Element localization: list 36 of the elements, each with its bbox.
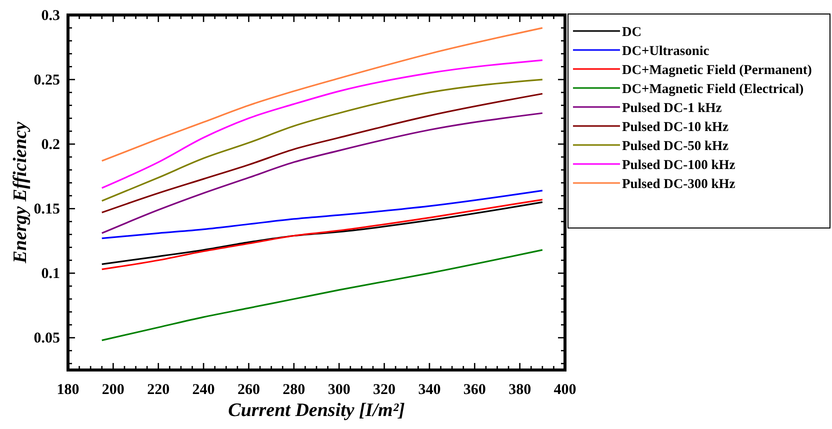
x-tick-label: 220 — [147, 382, 170, 398]
line-series — [101, 190, 544, 240]
line-series — [101, 249, 544, 342]
line-series — [101, 59, 544, 189]
y-tick-label: 0.05 — [34, 330, 60, 347]
legend-label: Pulsed DC-50 kHz — [622, 138, 729, 153]
legend-label: Pulsed DC-10 kHz — [622, 119, 729, 134]
x-tick-label: 240 — [192, 382, 215, 398]
y-tick-label: 0.25 — [34, 72, 60, 89]
y-tick-label: 0.1 — [41, 266, 60, 282]
x-tick-label: 360 — [463, 382, 486, 398]
y-axis-title: Energy Efficiency — [10, 121, 31, 264]
legend-label: DC — [622, 24, 642, 39]
y-tick-label: 0.2 — [41, 137, 60, 154]
x-tick-label: 280 — [282, 382, 306, 398]
legend-label: DC+Ultrasonic — [622, 43, 710, 58]
y-tick-label: 0.3 — [41, 8, 60, 24]
legend-label: Pulsed DC-1 kHz — [622, 100, 722, 115]
x-tick-label: 260 — [237, 382, 260, 398]
x-tick-label: 400 — [554, 382, 576, 398]
legend-label: Pulsed DC-100 kHz — [622, 157, 736, 172]
x-tick-label: 320 — [373, 382, 396, 398]
y-tick-label: 0.15 — [34, 202, 60, 218]
line-series — [101, 78, 544, 202]
x-tick-label: 200 — [102, 382, 124, 398]
legend-label: DC+Magnetic Field (Electrical) — [622, 81, 804, 96]
legend-label: Pulsed DC-300 kHz — [622, 176, 736, 191]
x-tick-label: 300 — [328, 382, 350, 398]
x-tick-label: 180 — [56, 382, 80, 398]
x-tick-label: 340 — [418, 382, 441, 398]
legend-label: DC+Magnetic Field (Permanent) — [622, 62, 812, 77]
line-series — [101, 92, 544, 214]
line-series — [101, 112, 544, 234]
x-tick-label: 380 — [508, 382, 532, 398]
x-axis-title: Current Density [I/m²] — [228, 400, 405, 421]
line-series — [101, 27, 544, 162]
